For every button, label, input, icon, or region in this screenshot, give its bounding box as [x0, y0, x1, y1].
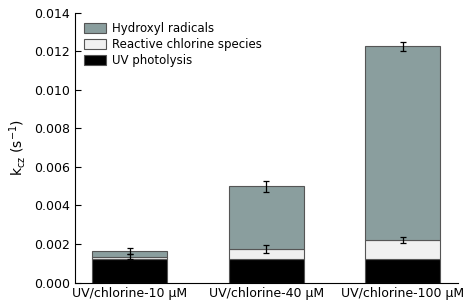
- Y-axis label: k$_\mathregular{cz}$ (s$^\mathregular{-1}$): k$_\mathregular{cz}$ (s$^\mathregular{-1…: [8, 119, 28, 176]
- Legend: Hydroxyl radicals, Reactive chlorine species, UV photolysis: Hydroxyl radicals, Reactive chlorine spe…: [81, 18, 265, 71]
- Bar: [92, 251, 167, 257]
- Bar: [365, 258, 440, 283]
- Bar: [92, 258, 167, 283]
- Bar: [229, 258, 304, 283]
- Bar: [92, 257, 167, 258]
- Bar: [229, 186, 304, 249]
- Bar: [365, 240, 440, 258]
- Bar: [365, 46, 440, 240]
- Bar: [229, 249, 304, 258]
